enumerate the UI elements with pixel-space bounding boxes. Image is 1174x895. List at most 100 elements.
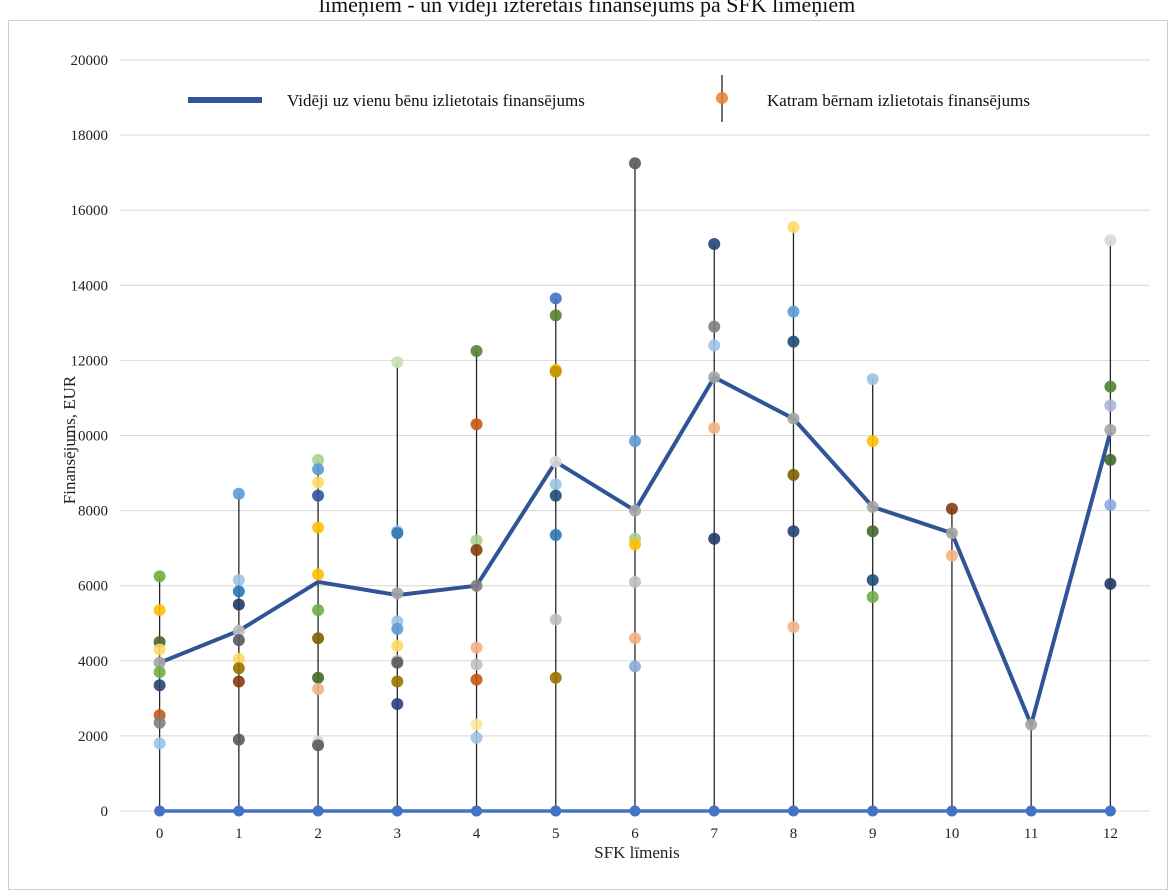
data-point (549, 455, 562, 468)
data-point (153, 643, 166, 656)
data-point (470, 673, 483, 686)
data-point (312, 632, 325, 645)
x-tick-label: 0 (156, 826, 164, 842)
data-point (629, 660, 641, 673)
y-tick-label: 0 (101, 804, 109, 820)
baseline-point (312, 805, 324, 817)
data-point (1104, 234, 1117, 247)
data-point (470, 534, 483, 547)
x-tick-label: 8 (790, 826, 798, 842)
baseline-point (946, 805, 958, 817)
y-tick-label: 14000 (71, 278, 109, 294)
data-point (866, 525, 879, 538)
data-point (153, 656, 166, 669)
data-point (153, 604, 166, 617)
data-point (470, 579, 483, 592)
data-point (312, 463, 325, 476)
data-point (945, 527, 958, 540)
data-point (1104, 399, 1117, 412)
x-tick-label: 1 (235, 826, 243, 842)
x-axis-label: SFK līmenis (594, 843, 680, 862)
data-point (629, 538, 641, 551)
data-point (708, 339, 721, 352)
data-point (312, 489, 325, 502)
data-point (945, 549, 958, 562)
data-point (470, 544, 483, 557)
data-point (470, 345, 483, 358)
data-point (312, 521, 325, 534)
y-axis-ticks: 0 2000 4000 6000 8000 10000 12000 14000 16000 180… (71, 53, 109, 820)
data-point (312, 739, 325, 752)
data-point (866, 500, 879, 513)
data-point (153, 570, 166, 583)
data-point (232, 675, 245, 688)
baseline-point (391, 805, 403, 817)
y-tick-label: 4000 (78, 654, 108, 670)
x-tick-label: 7 (710, 826, 718, 842)
data-point (232, 733, 245, 746)
y-tick-label: 6000 (78, 579, 108, 595)
data-point (470, 418, 483, 431)
data-point (391, 639, 404, 652)
data-point (153, 679, 166, 692)
data-point (787, 335, 800, 348)
data-point (629, 157, 641, 170)
data-point (391, 527, 404, 540)
data-point (708, 237, 721, 250)
data-point (232, 624, 245, 637)
y-tick-label: 20000 (71, 53, 109, 69)
data-point (1104, 577, 1117, 590)
data-point (787, 412, 800, 425)
data-point (470, 641, 483, 654)
data-point (232, 574, 245, 587)
baseline-point (233, 805, 245, 817)
data-point (708, 421, 721, 434)
baseline-point (154, 805, 166, 817)
data-point (787, 621, 800, 634)
baseline-series (154, 805, 1116, 817)
data-point (232, 598, 245, 611)
x-tick-label: 2 (314, 826, 322, 842)
data-point (232, 585, 245, 598)
data-point (391, 656, 404, 669)
data-point (312, 682, 325, 695)
point-series (153, 157, 1117, 752)
x-tick-label: 9 (869, 826, 877, 842)
baseline-point (1025, 805, 1037, 817)
x-tick-label: 6 (631, 826, 639, 842)
data-point (153, 666, 166, 679)
y-tick-label: 16000 (71, 203, 109, 219)
data-point (629, 435, 641, 448)
x-tick-label: 11 (1024, 826, 1038, 842)
legend-label-average: Vidēji uz vienu bēnu izlietotais finansē… (287, 91, 585, 110)
y-axis-label: Finansējums, EUR (60, 375, 79, 504)
data-point (1104, 380, 1117, 393)
data-point (866, 590, 879, 603)
data-point (391, 675, 404, 688)
data-point (391, 622, 404, 635)
data-point (1025, 718, 1038, 731)
x-tick-label: 10 (944, 826, 959, 842)
data-point (391, 587, 404, 600)
data-point (1104, 498, 1117, 511)
chart-title: līmeņiem - un vidēji iztērētais finansēj… (318, 0, 856, 17)
range-lines (158, 163, 1112, 811)
data-point (312, 476, 325, 489)
data-point (945, 502, 958, 515)
baseline-point (1104, 805, 1116, 817)
chart-frame (8, 20, 1168, 890)
data-point (629, 504, 641, 517)
data-point (787, 305, 800, 318)
x-tick-label: 12 (1103, 826, 1118, 842)
y-tick-label: 8000 (78, 504, 108, 520)
data-point (549, 671, 562, 684)
data-point (866, 574, 879, 587)
data-point (787, 525, 800, 538)
data-point (866, 435, 879, 448)
data-point (787, 468, 800, 481)
data-point (787, 221, 800, 234)
data-point (391, 697, 404, 710)
data-point (549, 489, 562, 502)
data-point (312, 671, 325, 684)
